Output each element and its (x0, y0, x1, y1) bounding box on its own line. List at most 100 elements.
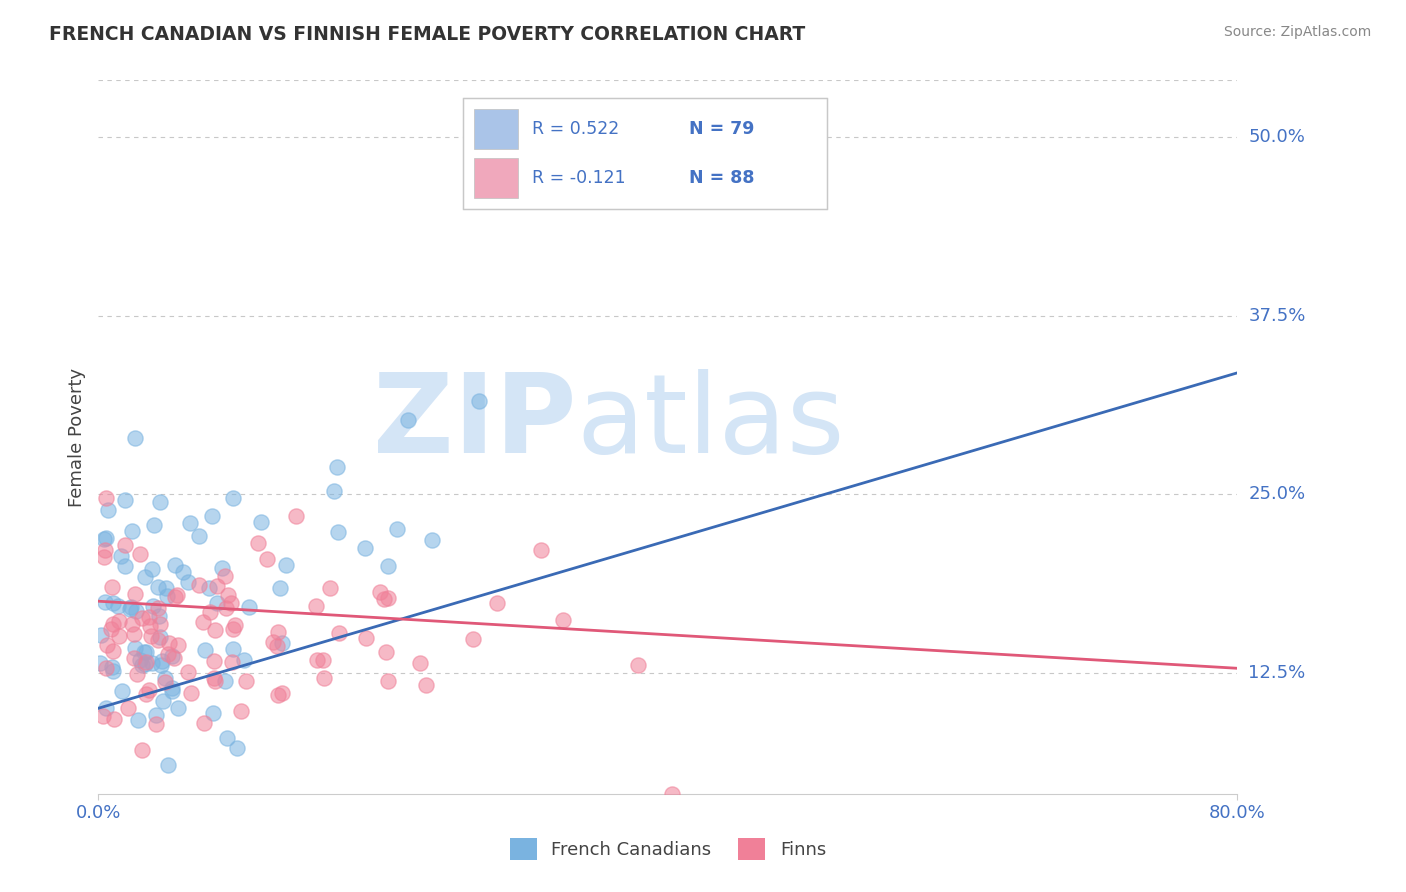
Point (117, 701, 139, 715)
Point (356, 631, 378, 645)
Point (214, 569, 236, 583)
Point (94, 543, 117, 558)
Point (160, 648, 183, 663)
Point (156, 589, 179, 603)
Point (135, 645, 157, 659)
Text: 25.0%: 25.0% (1249, 485, 1306, 503)
Point (176, 665, 198, 680)
Point (157, 647, 180, 661)
Point (202, 654, 225, 668)
Point (142, 599, 165, 614)
Point (122, 626, 145, 640)
Point (530, 542, 553, 557)
Point (107, 629, 129, 643)
Point (153, 671, 176, 685)
Point (100, 622, 122, 636)
Point (172, 565, 194, 579)
Point (107, 599, 129, 613)
Point (134, 569, 156, 583)
Point (153, 675, 176, 690)
Point (101, 665, 124, 679)
Point (125, 604, 148, 618)
Point (111, 684, 134, 698)
Point (114, 493, 136, 508)
Point (145, 707, 167, 722)
Point (266, 639, 288, 653)
Point (377, 591, 399, 606)
Point (138, 610, 160, 624)
Point (167, 638, 190, 652)
Point (90, 628, 112, 642)
Text: 50.0%: 50.0% (1249, 128, 1305, 146)
Point (267, 688, 290, 702)
Point (318, 581, 340, 595)
Point (124, 641, 146, 656)
Point (107, 614, 129, 628)
Point (191, 615, 214, 629)
Point (211, 561, 233, 575)
Point (256, 552, 278, 566)
Point (222, 622, 245, 636)
Point (284, 508, 307, 523)
Point (150, 658, 173, 673)
Point (235, 674, 257, 689)
Point (221, 655, 243, 669)
Point (201, 706, 224, 721)
Point (93, 532, 115, 546)
Point (375, 645, 398, 659)
Point (146, 633, 169, 648)
Text: 37.5%: 37.5% (1249, 307, 1306, 325)
Point (101, 581, 124, 595)
Point (246, 536, 269, 550)
Text: ZIP: ZIP (374, 369, 576, 476)
Point (368, 584, 391, 599)
Point (146, 600, 169, 615)
Point (124, 431, 146, 445)
Point (205, 579, 228, 593)
Point (124, 587, 146, 601)
Point (114, 538, 136, 552)
Point (114, 558, 136, 573)
Point (142, 517, 165, 532)
Legend: French Canadians, Finns: French Canadians, Finns (502, 830, 834, 867)
Point (187, 578, 209, 592)
Point (101, 659, 124, 673)
Text: atlas: atlas (576, 369, 845, 476)
Point (197, 581, 219, 595)
Point (225, 741, 247, 756)
Point (214, 601, 236, 615)
Point (377, 673, 399, 688)
Point (162, 681, 184, 695)
Point (661, 787, 683, 801)
Point (201, 509, 224, 524)
Point (249, 515, 271, 529)
Point (101, 596, 124, 610)
Point (97, 502, 120, 516)
Point (139, 629, 162, 643)
Point (110, 549, 132, 564)
Point (307, 653, 329, 667)
Point (148, 580, 170, 594)
Point (224, 617, 246, 632)
Point (149, 617, 172, 632)
Point (179, 516, 201, 530)
Point (214, 674, 236, 689)
Point (141, 562, 163, 576)
Point (328, 625, 350, 640)
Point (149, 494, 172, 508)
Point (94, 660, 117, 674)
Point (96, 701, 118, 715)
Point (387, 522, 409, 536)
Point (135, 656, 157, 670)
Point (398, 413, 420, 427)
Point (326, 460, 349, 475)
Point (156, 758, 179, 772)
Point (267, 624, 290, 639)
Point (204, 671, 226, 685)
Point (194, 642, 217, 657)
Point (145, 717, 167, 731)
Point (148, 609, 170, 624)
Point (219, 596, 242, 610)
Point (377, 558, 399, 573)
Point (150, 654, 173, 668)
